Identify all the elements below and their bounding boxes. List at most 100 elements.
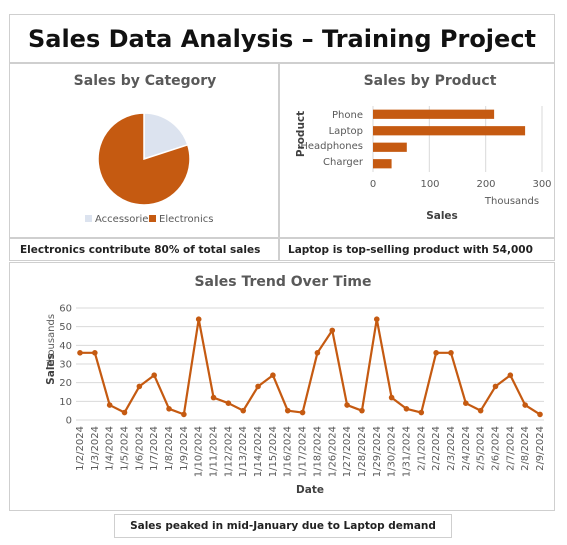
line-point (373, 316, 380, 322)
note-laptop: Laptop is top-selling product with 54,00… (279, 238, 555, 261)
line-point (492, 383, 499, 390)
pie-slice-electronics (97, 112, 191, 206)
line-xtick: 1/17/2024 (298, 426, 309, 477)
line-point (477, 407, 484, 414)
line-y-axis-label: Sales (45, 353, 57, 385)
line-xtick: 1/14/2024 (253, 426, 264, 477)
line-xtick: 2/8/2024 (520, 426, 531, 471)
line-point (121, 409, 128, 416)
line-xtick: 1/4/2024 (105, 426, 116, 471)
line-point (329, 327, 336, 334)
line-xtick: 1/5/2024 (120, 426, 131, 471)
line-point (181, 411, 187, 418)
line-point (448, 350, 454, 356)
product-bar-chart: Sales by Product Phone Laptop Headphones… (295, 73, 552, 222)
legend-swatch-electronics (149, 215, 156, 222)
bar-phone (373, 109, 495, 119)
line-point (537, 411, 543, 418)
note-electronics-text: Electronics contribute 80% of total sale… (20, 243, 261, 256)
line-xtick: 1/13/2024 (238, 426, 249, 477)
legend-swatch-accessories (85, 215, 92, 222)
bar-category-laptop: Laptop (329, 126, 363, 137)
line-point (314, 350, 321, 356)
line-xtick: 1/7/2024 (149, 426, 160, 471)
line-xtick: 2/9/2024 (535, 426, 546, 471)
line-chart-title: Sales Trend Over Time (194, 274, 371, 290)
bar-xtick-200: 200 (476, 179, 495, 190)
bar-xtick-300: 300 (532, 179, 551, 190)
pie-slice-accessories (143, 112, 189, 161)
line-xtick: 1/11/2024 (209, 426, 220, 477)
bar-category-phone: Phone (332, 110, 363, 121)
note-laptop-text: Laptop is top-selling product with 54,00… (288, 243, 533, 256)
line-xtick: 2/5/2024 (476, 426, 487, 471)
line-x-axis-label: Date (296, 484, 324, 496)
line-point (166, 406, 172, 412)
line-point (388, 394, 395, 401)
line-point (225, 400, 232, 406)
line-xtick: 2/3/2024 (446, 426, 457, 471)
page-title: Sales Data Analysis – Training Project (27, 24, 537, 53)
line-ytick-60: 60 (59, 304, 72, 315)
bar-laptop (373, 126, 526, 136)
line-point (463, 400, 469, 406)
line-xtick: 1/18/2024 (312, 426, 323, 477)
note-trend-text: Sales peaked in mid-January due to Lapto… (130, 520, 436, 532)
line-xtick: 1/26/2024 (327, 426, 338, 477)
line-xtick: 1/28/2024 (357, 426, 368, 477)
line-point (418, 409, 425, 416)
bar-y-axis-label: Product (295, 111, 307, 157)
line-units-label: Thousands (46, 314, 57, 369)
line-point (77, 350, 83, 356)
note-trend: Sales peaked in mid-January due to Lapto… (114, 514, 452, 538)
bar-category-charger: Charger (323, 157, 364, 168)
note-electronics: Electronics contribute 80% of total sale… (9, 238, 279, 261)
bar-xtick-0: 0 (370, 179, 376, 190)
line-ytick-30: 30 (59, 360, 72, 371)
legend-label-accessories: Accessories (95, 214, 154, 225)
bar-units-label: Thousands (484, 196, 539, 207)
line-point (195, 316, 202, 322)
line-point (433, 350, 439, 356)
line-ytick-40: 40 (59, 341, 72, 352)
line-xtick: 1/10/2024 (194, 426, 205, 477)
sales-trend-chart: Sales Trend Over Time 0 10 20 30 40 50 60 1/2/… (45, 274, 546, 496)
line-xtick: 1/16/2024 (283, 426, 294, 477)
line-xtick: 1/2/2024 (75, 426, 86, 471)
line-point (136, 383, 143, 390)
line-xtick: 2/6/2024 (490, 426, 501, 471)
line-xtick: 1/27/2024 (342, 426, 353, 477)
line-point (507, 372, 514, 378)
line-point (240, 407, 247, 414)
bar-headphones (373, 142, 407, 152)
line-xtick: 1/15/2024 (268, 426, 279, 477)
line-xtick: 1/30/2024 (387, 426, 398, 477)
line-point (92, 350, 98, 356)
line-xtick: 2/2/2024 (431, 426, 442, 471)
legend-label-electronics: Electronics (159, 214, 214, 225)
bar-category-headphones: Headphones (300, 141, 363, 152)
category-pie-chart: Sales by Category Accessories Electronic… (74, 73, 217, 225)
line-point (151, 372, 157, 378)
line-point (106, 402, 113, 408)
category-pie-panel: Sales by Category Accessories Electronic… (9, 63, 279, 238)
line-point (299, 409, 306, 416)
line-point (344, 402, 350, 408)
line-point (270, 372, 276, 378)
line-ytick-50: 50 (59, 322, 72, 333)
bar-chart-title: Sales by Product (364, 73, 497, 89)
line-xtick: 2/1/2024 (416, 426, 427, 471)
line-xtick: 2/4/2024 (461, 426, 472, 471)
line-xtick: 1/3/2024 (90, 426, 101, 471)
product-bar-panel: Sales by Product Phone Laptop Headphones… (279, 63, 555, 238)
line-ytick-10: 10 (59, 397, 72, 408)
line-point (403, 406, 410, 412)
line-xtick: 1/29/2024 (372, 426, 383, 477)
bar-x-axis-label: Sales (426, 210, 458, 222)
bar-charger (373, 159, 392, 169)
bar-xtick-100: 100 (420, 179, 439, 190)
line-point (522, 402, 528, 408)
title-box: Sales Data Analysis – Training Project (9, 14, 555, 63)
sales-trend-panel: Sales Trend Over Time 0 10 20 30 40 50 60 1/2/… (9, 262, 555, 511)
sales-trend-line (80, 318, 541, 416)
